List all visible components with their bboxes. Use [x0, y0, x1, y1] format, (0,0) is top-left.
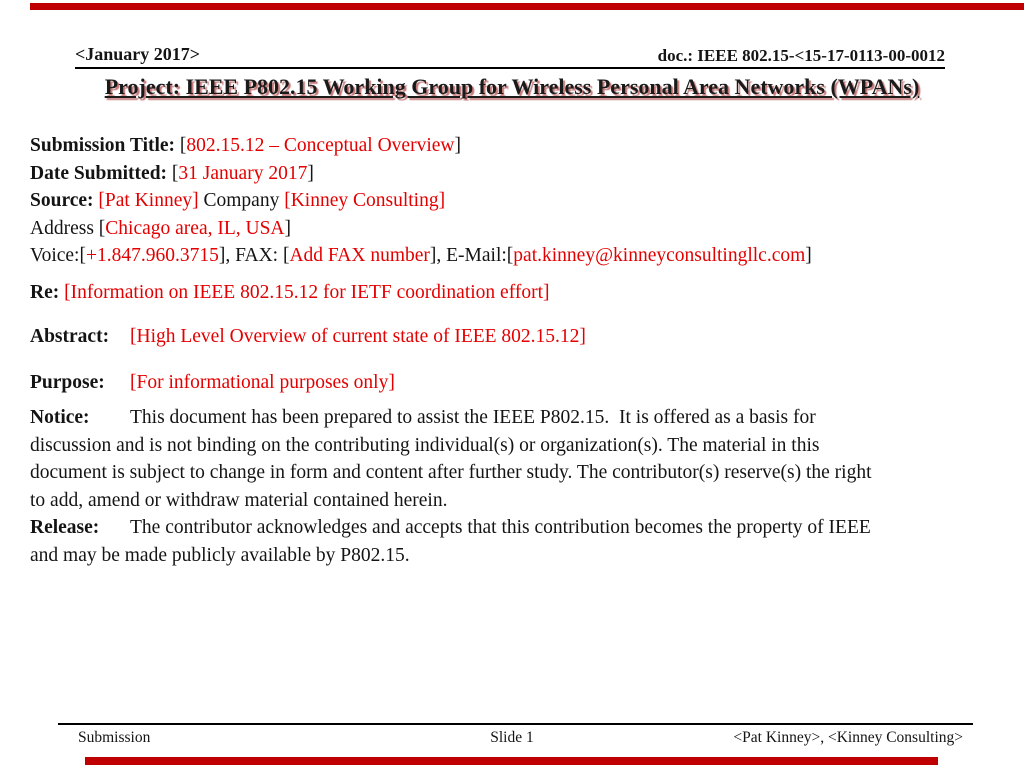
text-segment: Voice:[ [30, 245, 86, 266]
text-segment: Company [198, 190, 285, 211]
notice-paragraph: Notice: This document has been prepared t… [30, 404, 1024, 514]
text-segment: ] [805, 245, 812, 266]
header-date: <January 2017> [75, 44, 201, 64]
text-segment: Abstract: [30, 326, 110, 347]
text-segment: Date Submitted: [30, 162, 172, 184]
text-segment: [ [171, 162, 179, 184]
address-line: Address [Chicago area, IL, USA] [30, 215, 1024, 243]
text-segment: [High Level Overview of current state of… [130, 326, 586, 347]
purpose-line: Purpose: [For informational purposes only… [30, 369, 1024, 397]
release-paragraph: Release: The contributor acknowledges and… [30, 514, 1024, 569]
bottom-red-bar [85, 757, 938, 765]
text-segment: Notice: [30, 407, 90, 428]
text-segment: Address [ [30, 217, 106, 239]
footer-rule [58, 723, 973, 725]
re-line: Re: [Information on IEEE 802.15.12 for I… [30, 279, 1024, 307]
text-segment: Re: [30, 281, 65, 303]
submission-title-line: Submission Title: [802.15.12 – Conceptua… [30, 132, 1024, 160]
date-submitted-line: Date Submitted: [31 January 2017] [30, 160, 1024, 188]
text-segment: Release: [30, 517, 100, 538]
slide-title: Project: IEEE P802.15 Working Group for … [104, 74, 920, 99]
text-segment: Purpose: [30, 371, 105, 393]
header-rule [75, 67, 945, 69]
text-segment: Source: [30, 190, 99, 211]
footer-submission-label: Submission [78, 729, 151, 746]
text-segment: Add FAX number [289, 245, 430, 266]
text-segment: Submission Title: [30, 135, 180, 156]
text-segment: The contributor acknowledges and accepts… [30, 517, 871, 566]
text-segment: ] [307, 162, 314, 184]
text-segment: [Pat Kinney] [98, 190, 199, 211]
text-segment: ], FAX: [ [218, 245, 290, 266]
text-segment: [For informational purposes only] [130, 371, 395, 393]
abstract-line: Abstract: [High Level Overview of current… [30, 323, 1024, 351]
text-segment: [Kinney Consulting] [284, 190, 446, 211]
footer-authors: <Pat Kinney>, <Kinney Consulting> [733, 729, 963, 746]
text-segment: 31 January 2017 [178, 162, 308, 184]
text-segment: [ [179, 135, 187, 156]
voice-fax-email-line: Voice:[+1.847.960.3715], FAX: [Add FAX n… [30, 242, 1024, 270]
text-segment: ] [454, 135, 462, 156]
text-segment: pat.kinney@kinneyconsultingllc.com [513, 245, 806, 266]
text-segment: ], E-Mail:[ [429, 245, 514, 266]
header-doc-number: doc.: IEEE 802.15-<15-17-0113-00-0012 [657, 46, 945, 65]
text-segment: This document has been prepared to assis… [30, 407, 872, 511]
text-segment: 802.15.12 – Conceptual Overview [186, 135, 455, 156]
source-line: Source: [Pat Kinney] Company [Kinney Con… [30, 187, 1024, 215]
footer-slide-number: Slide 1 [490, 729, 534, 746]
text-segment: Chicago area, IL, USA [105, 217, 285, 239]
text-segment: ] [284, 217, 292, 239]
text-segment: [Information on IEEE 802.15.12 for IETF … [64, 281, 550, 303]
text-segment: +1.847.960.3715 [85, 245, 219, 266]
body-text: Submission Title: [802.15.12 – Conceptua… [30, 132, 1024, 569]
top-red-bar [30, 3, 1024, 10]
